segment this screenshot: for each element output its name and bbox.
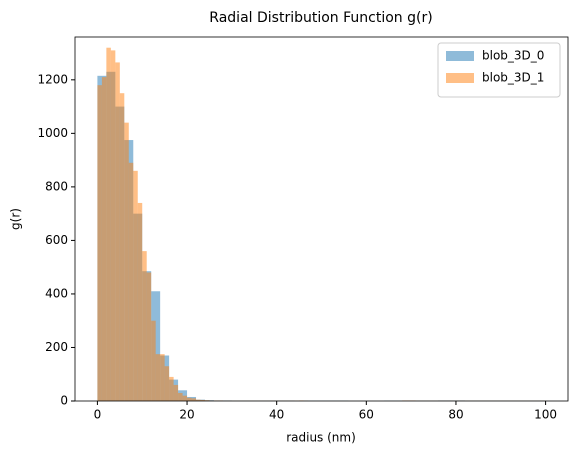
y-tick-label: 1000: [37, 126, 68, 140]
bar: [187, 398, 191, 401]
y-tick-label: 1200: [37, 72, 68, 86]
bar: [133, 171, 137, 401]
legend-label: blob_3D_1: [482, 71, 544, 85]
legend-swatch: [446, 73, 474, 83]
bar: [97, 85, 101, 401]
bar: [111, 50, 115, 401]
x-tick-label: 0: [94, 408, 102, 422]
x-tick-label: 80: [448, 408, 463, 422]
bar: [178, 393, 182, 401]
x-tick-label: 60: [359, 408, 374, 422]
bar: [156, 354, 160, 401]
y-tick-label: 200: [45, 340, 68, 354]
chart-title: Radial Distribution Function g(r): [209, 10, 432, 26]
bar: [169, 377, 173, 401]
bar: [192, 398, 196, 401]
x-axis-label: radius (nm): [286, 431, 356, 445]
legend-label: blob_3D_0: [482, 49, 544, 63]
bar: [151, 321, 155, 401]
y-tick-label: 600: [45, 233, 68, 247]
bar: [147, 273, 151, 401]
bar: [183, 396, 187, 401]
bar: [138, 203, 142, 401]
bar: [106, 48, 110, 401]
y-tick-label: 800: [45, 179, 68, 193]
bar: [115, 62, 119, 401]
y-axis-label: g(r): [9, 208, 23, 230]
legend-swatch: [446, 51, 474, 61]
x-tick-label: 20: [179, 408, 194, 422]
bar: [174, 385, 178, 401]
bar: [120, 93, 124, 401]
y-tick-label: 400: [45, 286, 68, 300]
x-tick-label: 100: [534, 408, 557, 422]
bar: [102, 77, 106, 401]
x-tick-label: 40: [269, 408, 284, 422]
bar: [129, 163, 133, 401]
bar: [124, 123, 128, 401]
bar: [142, 251, 146, 401]
y-tick-label: 0: [60, 394, 68, 408]
bar: [165, 366, 169, 401]
bar: [160, 354, 164, 401]
